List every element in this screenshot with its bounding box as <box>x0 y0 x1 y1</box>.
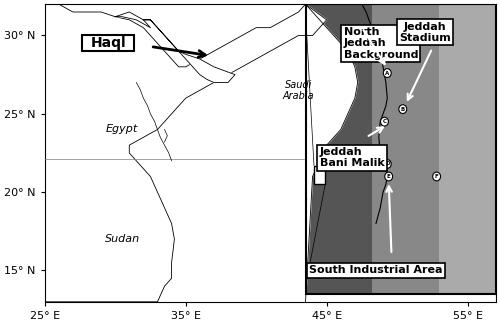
Text: Haql: Haql <box>90 36 126 50</box>
Polygon shape <box>306 4 358 302</box>
Circle shape <box>380 117 388 126</box>
Text: North
Jeddah
Background: North Jeddah Background <box>344 27 418 60</box>
Circle shape <box>384 172 392 181</box>
Bar <box>314 165 325 184</box>
FancyBboxPatch shape <box>82 35 134 51</box>
Bar <box>306 4 372 294</box>
Bar <box>438 4 496 294</box>
Text: Jeddah
Bani Malik: Jeddah Bani Malik <box>320 147 384 168</box>
Circle shape <box>399 105 406 113</box>
Bar <box>372 4 438 294</box>
Text: C: C <box>382 119 386 124</box>
Text: F: F <box>434 174 438 179</box>
Text: Jeddah
Stadium: Jeddah Stadium <box>400 21 451 43</box>
Bar <box>306 4 496 294</box>
Text: A: A <box>385 71 390 76</box>
Bar <box>306 4 496 294</box>
Polygon shape <box>115 12 150 28</box>
Circle shape <box>384 160 391 168</box>
Text: D: D <box>385 162 390 166</box>
Text: Sudan: Sudan <box>104 234 140 244</box>
Polygon shape <box>144 20 235 83</box>
Circle shape <box>384 69 391 77</box>
Text: E: E <box>387 174 390 179</box>
Circle shape <box>432 172 440 181</box>
Text: South Industrial Area: South Industrial Area <box>309 266 442 276</box>
Text: B: B <box>400 107 405 111</box>
Text: Egypt: Egypt <box>106 124 138 135</box>
Polygon shape <box>44 4 326 302</box>
Text: Saudi
Arabia: Saudi Arabia <box>282 80 314 101</box>
